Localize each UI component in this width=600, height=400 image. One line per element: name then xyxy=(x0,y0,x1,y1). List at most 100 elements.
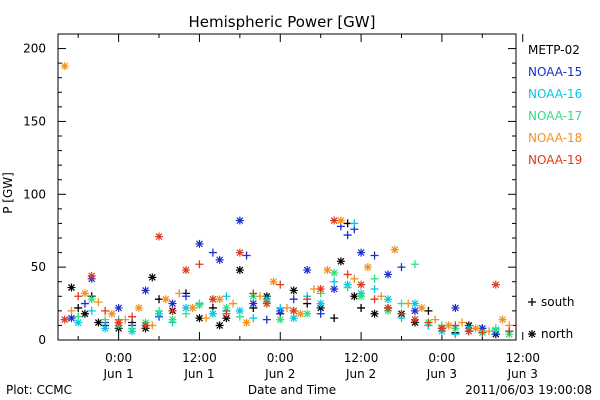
data-point-north xyxy=(269,277,278,286)
data-point-south xyxy=(283,303,291,312)
data-point-north xyxy=(215,295,224,304)
hemisphere-label: south xyxy=(541,295,575,309)
data-point-north xyxy=(148,273,157,282)
data-point-north xyxy=(134,303,143,312)
data-point-north xyxy=(276,315,285,324)
y-tick-label: 200 xyxy=(23,42,46,56)
data-point-south xyxy=(74,312,83,321)
plot-credit: Plot: CCMC xyxy=(6,383,72,397)
x-tick-time: 12:00 xyxy=(182,351,217,365)
data-point-south xyxy=(309,285,318,293)
data-point-south xyxy=(370,274,379,283)
hemisphere-label: north xyxy=(541,327,573,341)
data-point-north xyxy=(498,315,507,324)
data-point-north xyxy=(101,324,110,333)
data-point-north xyxy=(471,324,480,333)
data-point-south xyxy=(330,314,339,323)
data-point-north xyxy=(249,299,258,308)
data-point-north xyxy=(235,306,244,315)
hemisphere-legend: south north xyxy=(528,295,575,341)
y-tick-label: 150 xyxy=(23,114,46,128)
data-point-north xyxy=(107,309,116,318)
series-noaa-19 xyxy=(60,216,514,337)
data-point-south xyxy=(208,248,217,257)
data-point-north xyxy=(262,299,271,308)
y-tick-label: 100 xyxy=(23,187,46,201)
data-point-north xyxy=(417,303,426,312)
data-point-north xyxy=(464,327,473,336)
data-point-south xyxy=(235,312,244,321)
data-point-south xyxy=(181,309,190,318)
data-point-north xyxy=(80,309,89,318)
x-tick-time: 12:00 xyxy=(505,351,540,365)
data-point-north xyxy=(336,216,345,225)
data-point-north xyxy=(67,283,76,292)
data-point-south xyxy=(478,328,487,337)
legend-item: NOAA-16 xyxy=(528,87,582,101)
y-axis-label: P [GW] xyxy=(1,172,15,214)
series-noaa-16 xyxy=(74,219,500,339)
data-point-south xyxy=(94,298,103,307)
data-point-south xyxy=(357,303,366,312)
data-point-south xyxy=(148,321,157,330)
data-point-south xyxy=(424,318,433,327)
data-point-north xyxy=(242,318,251,327)
data-point-south xyxy=(330,277,339,286)
data-point-north xyxy=(444,321,453,330)
y-tick-label: 50 xyxy=(31,260,46,274)
data-point-south xyxy=(80,299,89,308)
data-point-north xyxy=(235,216,244,225)
data-point-north xyxy=(330,216,339,225)
data-point-north xyxy=(155,232,164,241)
data-point-south xyxy=(101,315,110,324)
x-tick-date: Jun 1 xyxy=(103,367,134,381)
data-point-north xyxy=(208,295,217,304)
data-point-north xyxy=(114,303,123,312)
data-point-south xyxy=(175,289,184,298)
data-point-north xyxy=(478,324,487,333)
data-point-north xyxy=(437,324,446,333)
data-point-south xyxy=(343,219,352,228)
data-point-north xyxy=(323,266,332,275)
plot-timestamp: 2011/06/03 19:00:08 xyxy=(465,383,592,397)
plot-area: 0 50 100 150 200 0:00 Jun 1 12:00 Jun 1 0:00 Jun 2… xyxy=(23,33,540,381)
x-tick-time: 0:00 xyxy=(105,351,132,365)
data-point-north xyxy=(363,263,372,272)
legend-item: NOAA-18 xyxy=(528,131,582,145)
chart-title: Hemispheric Power [GW] xyxy=(189,13,376,31)
data-point-south xyxy=(181,292,190,301)
data-point-south xyxy=(451,321,460,330)
legend-item: METP-02 xyxy=(528,43,580,57)
data-point-north xyxy=(114,318,123,327)
data-point-north xyxy=(235,266,244,275)
data-point-north xyxy=(350,292,359,301)
legend-item: NOAA-15 xyxy=(528,65,582,79)
data-point-south xyxy=(343,270,352,279)
data-point-south xyxy=(168,306,177,315)
data-point-south xyxy=(397,299,406,308)
data-point-north xyxy=(410,315,419,324)
series-noaa-18 xyxy=(60,62,514,336)
data-point-north xyxy=(87,271,96,280)
x-tick-time: 0:00 xyxy=(267,351,294,365)
data-point-north xyxy=(336,257,345,266)
data-point-south xyxy=(276,280,285,289)
data-point-south xyxy=(505,327,514,336)
data-point-north xyxy=(67,314,76,323)
data-point-north xyxy=(94,318,103,327)
data-point-north xyxy=(289,306,298,315)
data-point-north xyxy=(235,248,244,257)
data-point-north xyxy=(74,318,83,327)
data-point-south xyxy=(256,292,265,301)
data-point-south xyxy=(350,219,359,228)
data-point-north xyxy=(357,280,366,289)
data-point-south xyxy=(316,309,325,318)
data-point-south xyxy=(343,283,352,292)
data-point-north xyxy=(316,299,325,308)
data-point-south xyxy=(458,318,467,327)
data-point-south xyxy=(410,260,419,269)
data-point-south xyxy=(195,260,204,269)
data-point-north xyxy=(60,315,69,324)
data-point-north xyxy=(303,266,312,275)
